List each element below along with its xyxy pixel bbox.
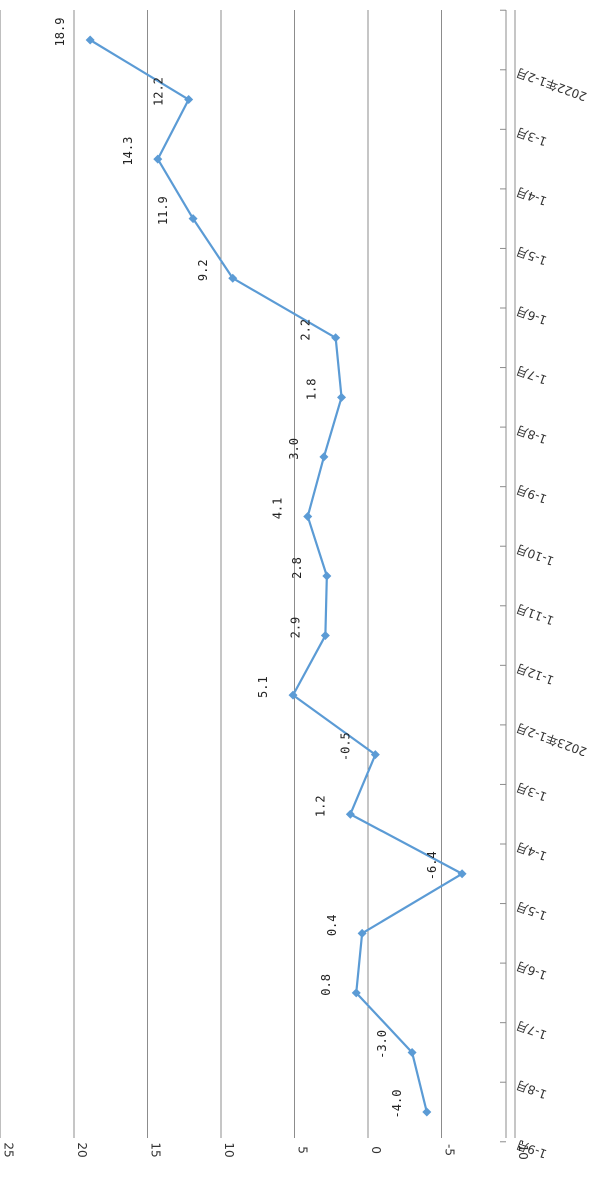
data-label: -4.0 [390,1090,404,1119]
data-point [370,750,380,760]
data-point [357,928,367,938]
category-label: 1-8月 [514,1078,548,1102]
value-tick-label: 0 [369,1146,383,1154]
value-tick-label: 5 [296,1146,310,1154]
data-point [331,333,341,343]
data-point [407,1047,417,1057]
data-point [153,154,163,164]
data-label: 5.1 [256,676,270,698]
category-label: 1-5月 [514,899,548,923]
data-label: 3.0 [287,438,301,460]
data-label: 0.4 [325,914,339,936]
category-label: 1-3月 [514,780,548,804]
category-label: 1-6月 [514,959,548,983]
category-label: 1-6月 [514,303,548,327]
data-point [457,869,467,879]
data-label: 14.3 [121,137,135,166]
category-label: 1-11月 [514,601,556,628]
data-point [322,571,332,581]
category-label: 2022年1-2月 [514,65,588,104]
data-point [345,809,355,819]
data-label: 1.2 [313,795,327,817]
category-label: 1-7月 [514,1018,548,1042]
category-label: 1-12月 [514,661,556,688]
data-label: -0.5 [338,732,352,761]
data-label: 12.2 [152,77,166,106]
category-label: 1-4月 [514,839,548,863]
data-point [184,95,194,105]
data-label: 18.9 [53,18,67,47]
category-label: 1-4月 [514,184,548,208]
data-point [288,690,298,700]
value-tick-label: 25 [2,1142,16,1157]
data-point [351,988,361,998]
value-tick-label: -5 [443,1144,457,1156]
category-label: 1-9月 [514,482,548,506]
data-label: 0.8 [319,974,333,996]
category-label: 1-8月 [514,423,548,447]
category-label: 1-5月 [514,244,548,268]
data-label: 2.2 [299,319,313,341]
data-label: 2.9 [288,617,302,639]
data-point [188,214,198,224]
data-label: -6.4 [425,851,439,880]
data-label: 1.8 [305,378,319,400]
value-tick-label: 15 [149,1142,163,1157]
data-point [85,35,95,45]
series-line [89,39,464,1113]
data-label: 9.2 [196,259,210,281]
data-point [337,392,347,402]
value-tick-label: -10 [516,1140,530,1160]
category-label: 2023年1-2月 [514,720,588,759]
data-point [422,1107,432,1117]
value-tick-label: 10 [222,1142,236,1157]
data-point [303,511,313,521]
value-tick-label: 20 [75,1142,89,1157]
data-label: 11.9 [156,196,170,225]
data-point [319,452,329,462]
data-label: -3.0 [375,1030,389,1059]
data-label: 4.1 [271,498,285,520]
data-point [320,631,330,641]
category-label: 1-10月 [514,542,556,569]
category-label: 1-7月 [514,363,548,387]
data-label: 2.8 [290,557,304,579]
data-point [228,273,238,283]
category-label: 1-3月 [514,125,548,149]
